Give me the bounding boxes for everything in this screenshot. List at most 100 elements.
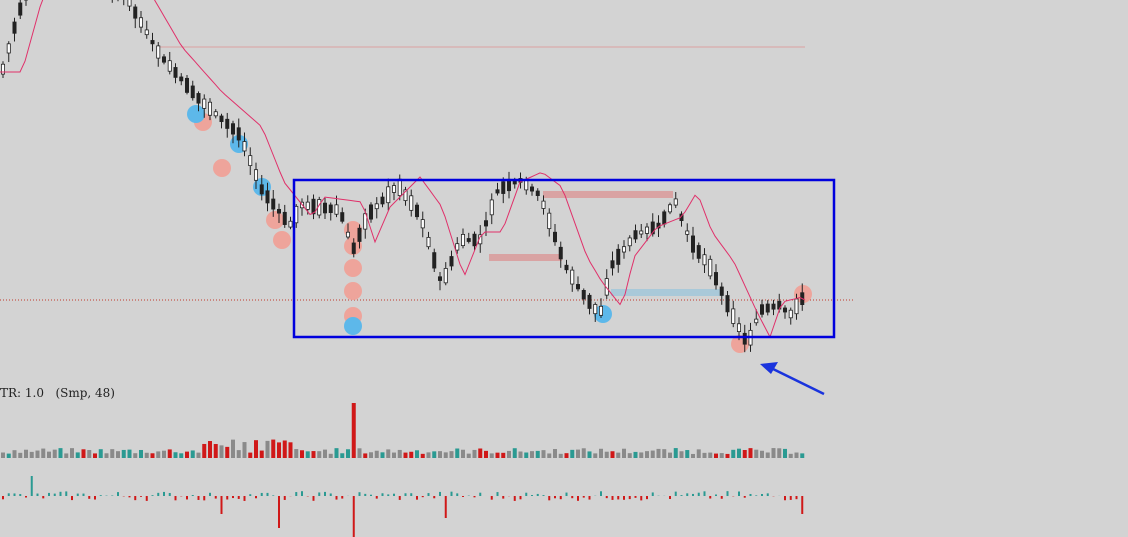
volume-bar bbox=[47, 451, 51, 458]
volume-bar bbox=[564, 453, 569, 458]
candle bbox=[581, 290, 586, 300]
oscillator-bar bbox=[450, 491, 453, 496]
volume-bar bbox=[340, 453, 345, 458]
volume-bar bbox=[305, 451, 310, 458]
oscillator-bar bbox=[640, 496, 643, 501]
candle bbox=[374, 203, 379, 210]
volume-bar bbox=[127, 449, 132, 458]
volume-bar bbox=[616, 452, 621, 458]
candle bbox=[576, 284, 581, 290]
oscillator-bar bbox=[416, 496, 418, 500]
volume-bar bbox=[179, 453, 184, 458]
candle bbox=[133, 6, 138, 19]
oscillator-bar bbox=[59, 491, 62, 496]
volume-bar bbox=[581, 448, 586, 458]
candle bbox=[483, 220, 488, 227]
volume-bar bbox=[29, 451, 34, 458]
candle bbox=[328, 204, 333, 213]
candle bbox=[553, 231, 558, 243]
oscillator-bar bbox=[7, 493, 10, 496]
volume-bar bbox=[656, 448, 661, 458]
oscillator-bar bbox=[761, 494, 763, 496]
volume-bar bbox=[403, 452, 408, 458]
candle bbox=[662, 211, 667, 225]
volume-bar bbox=[87, 450, 92, 458]
volume-bar bbox=[696, 449, 701, 458]
candle bbox=[714, 272, 719, 286]
volume-bar bbox=[495, 452, 500, 458]
volume-bar bbox=[794, 452, 799, 458]
volume-bar bbox=[432, 451, 437, 458]
volume-bar bbox=[208, 441, 212, 458]
oscillator-bar bbox=[582, 496, 585, 498]
volume-bar bbox=[409, 451, 414, 458]
volume-bar bbox=[455, 448, 460, 458]
volume-bar bbox=[501, 452, 506, 458]
oscillator-bar bbox=[157, 492, 160, 496]
volume-bar bbox=[52, 449, 57, 458]
oscillator-bar bbox=[398, 496, 401, 500]
volume-bar bbox=[386, 449, 391, 458]
oscillator-bar bbox=[237, 496, 240, 499]
volume-bar bbox=[685, 450, 690, 458]
volume-bar bbox=[604, 451, 609, 458]
candle bbox=[593, 304, 598, 315]
oscillator-bar bbox=[335, 496, 338, 500]
candle bbox=[650, 221, 655, 235]
candle bbox=[167, 60, 172, 72]
volume-bar bbox=[443, 452, 448, 458]
oscillator-bar bbox=[99, 495, 102, 496]
candle bbox=[190, 85, 195, 99]
candle bbox=[564, 264, 569, 271]
volume-bar bbox=[231, 439, 235, 458]
oscillator-bar bbox=[318, 492, 321, 496]
candle bbox=[449, 256, 454, 267]
oscillator-bar bbox=[565, 492, 568, 496]
oscillator-bar bbox=[784, 496, 786, 501]
candle bbox=[731, 308, 736, 324]
sell-signal-dot bbox=[213, 159, 231, 177]
candle bbox=[156, 45, 161, 59]
volume-bar bbox=[472, 449, 477, 458]
volume-bar bbox=[760, 450, 764, 458]
volume-bar bbox=[254, 440, 258, 458]
range-box bbox=[292, 178, 836, 339]
volume-bar bbox=[213, 444, 218, 458]
volume-bar bbox=[35, 450, 40, 458]
volume-bar bbox=[104, 453, 109, 458]
candle bbox=[173, 67, 178, 78]
candle bbox=[760, 304, 765, 315]
volume-bar bbox=[748, 448, 753, 458]
candle bbox=[627, 237, 632, 247]
volume-bar bbox=[737, 448, 741, 458]
arrow-shaft bbox=[770, 366, 825, 396]
volume-bar bbox=[24, 449, 28, 458]
volume-bar bbox=[587, 451, 592, 458]
oscillator-bar bbox=[36, 493, 39, 496]
oscillator-bar bbox=[404, 493, 407, 496]
volume-bar bbox=[466, 453, 471, 458]
oscillator-bar bbox=[795, 496, 798, 500]
candle bbox=[253, 169, 258, 181]
volume-bar bbox=[668, 452, 672, 458]
candle bbox=[455, 243, 460, 251]
oscillator-bar bbox=[634, 496, 637, 498]
volume-bar bbox=[438, 451, 442, 458]
candle bbox=[495, 189, 500, 194]
oscillator-bar bbox=[272, 495, 275, 496]
oscillator-bar bbox=[646, 496, 648, 500]
oscillator-bar bbox=[715, 494, 717, 496]
resistance-zone-mid bbox=[489, 254, 562, 261]
volume-bar bbox=[202, 443, 207, 458]
volume-bar bbox=[392, 452, 396, 458]
volume-bar bbox=[41, 448, 46, 458]
oscillator-bar bbox=[140, 496, 142, 497]
candle bbox=[127, 0, 132, 7]
volume-bar bbox=[75, 452, 80, 458]
volume-bar bbox=[346, 449, 350, 458]
candle bbox=[6, 43, 11, 54]
volume-bar bbox=[702, 452, 707, 458]
oscillator-bar bbox=[117, 492, 119, 496]
candle bbox=[403, 189, 408, 202]
volume-bar bbox=[300, 450, 304, 458]
